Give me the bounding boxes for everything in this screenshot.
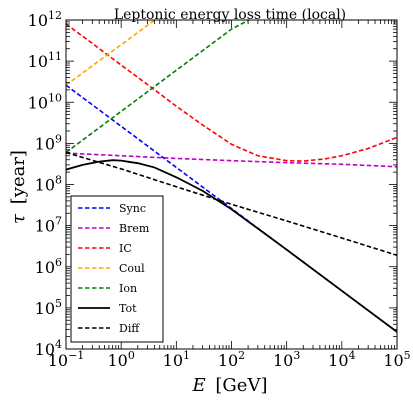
x-tick-labels: 10−1 100 101 102 103 104 105 — [48, 349, 411, 370]
y-tick-labels: 104 105 106 107 108 109 1010 1011 1012 — [28, 9, 62, 359]
x-tick-label: 10−1 — [48, 349, 85, 370]
y-tick-label: 1010 — [28, 91, 62, 112]
series-line-tot — [66, 159, 397, 333]
y-tick-label: 107 — [35, 215, 62, 236]
tick-marks — [65, 19, 398, 350]
legend-box — [70, 195, 164, 343]
y-tick-label: 106 — [35, 256, 62, 277]
x-tick-label: 104 — [328, 349, 355, 370]
x-axis-unit: [GeV] — [215, 375, 267, 396]
legend-label-diff: Diff — [119, 322, 140, 335]
y-axis-unit: [year] — [8, 150, 29, 204]
series-line-ic — [66, 23, 397, 162]
legend-label-ion: Ion — [119, 282, 137, 295]
series-group — [66, 20, 397, 333]
legend-label-ic: IC — [119, 242, 132, 255]
y-tick-label: 1011 — [28, 50, 62, 71]
series-line-coul — [66, 20, 155, 86]
legend-label-brem: Brem — [119, 222, 150, 235]
y-tick-label: 105 — [35, 297, 62, 318]
y-axis-variable: τ — [8, 213, 29, 224]
x-axis-title: E [GeV] — [192, 375, 268, 396]
y-tick-label: 104 — [35, 338, 62, 359]
series-line-brem — [66, 152, 397, 168]
x-tick-label: 101 — [163, 349, 190, 370]
chart-title: Leptonic energy loss time (local) — [114, 7, 346, 23]
y-axis-title: τ [year] — [8, 150, 29, 224]
y-tick-label: 108 — [35, 174, 62, 195]
x-tick-label: 105 — [383, 349, 410, 370]
legend-label-sync: Sync — [119, 202, 146, 215]
legend-label-tot: Tot — [119, 302, 137, 315]
plot-area — [65, 19, 398, 350]
series-line-diff — [66, 151, 397, 257]
x-axis-variable: E — [192, 375, 206, 396]
series-line-ion — [66, 20, 251, 154]
x-tick-label: 100 — [107, 349, 134, 370]
y-tick-label: 109 — [35, 132, 62, 153]
y-tick-label: 1012 — [28, 9, 62, 30]
x-tick-label: 102 — [218, 349, 245, 370]
legend: Sync Brem IC Coul Ion Tot Diff — [70, 195, 164, 343]
legend-label-coul: Coul — [119, 262, 145, 275]
x-tick-label: 103 — [273, 349, 300, 370]
